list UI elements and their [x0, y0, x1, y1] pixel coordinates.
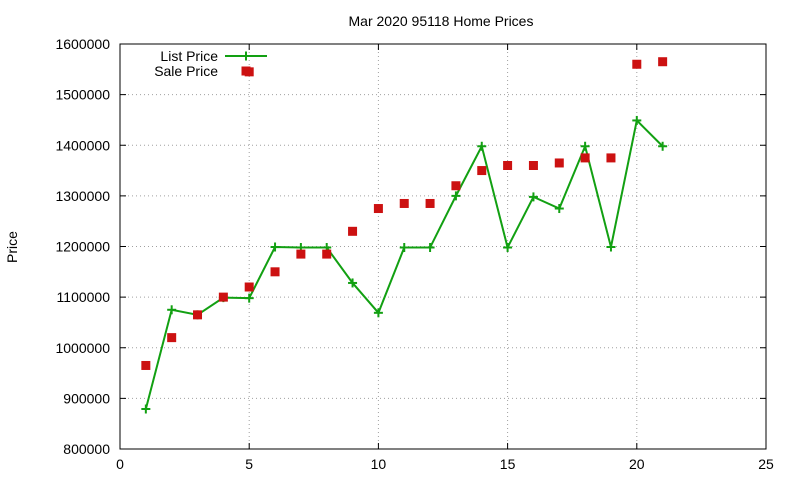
sale-price-point — [606, 153, 616, 163]
list-price-point — [528, 192, 538, 202]
sale-price-point — [167, 333, 177, 343]
sale-price-point — [554, 158, 564, 168]
sale-price-series — [141, 57, 668, 370]
list-price-point — [425, 243, 435, 253]
list-price-point — [270, 242, 280, 252]
x-tick-label: 10 — [371, 456, 387, 472]
y-tick-label: 900000 — [63, 390, 110, 406]
y-tick-label: 1200000 — [55, 239, 110, 255]
y-axis-label: Price — [4, 231, 20, 263]
sale-price-point — [348, 226, 358, 236]
axis-ticks: 0 5 10 15 20 25 800000 900000 1000000 1100000 1200… — [55, 36, 774, 472]
x-tick-label: 20 — [629, 456, 645, 472]
list-price-point — [244, 293, 254, 303]
legend-label-sale-price: Sale Price — [154, 63, 218, 79]
sale-price-point — [218, 292, 228, 302]
sale-price-point — [399, 198, 409, 208]
y-tick-label: 1100000 — [57, 289, 111, 305]
sale-price-point — [451, 181, 461, 191]
chart-title: Mar 2020 95118 Home Prices — [349, 13, 534, 29]
sale-price-point — [322, 249, 332, 259]
sale-price-point — [580, 153, 590, 163]
y-tick-label: 1400000 — [55, 137, 110, 153]
sale-price-point — [632, 59, 642, 69]
legend-key-marker-list-price — [241, 51, 251, 61]
y-tick-label: 800000 — [63, 441, 110, 457]
sale-price-point — [658, 57, 668, 67]
list-price-point — [373, 308, 383, 318]
x-tick-label: 15 — [500, 456, 516, 472]
list-price-point — [632, 115, 642, 125]
plot-series — [141, 57, 668, 414]
sale-price-point — [528, 161, 538, 170]
x-tick-label: 5 — [245, 456, 253, 472]
y-tick-label: 1300000 — [55, 188, 110, 204]
list-price-point — [554, 204, 564, 214]
sale-price-point — [244, 282, 254, 292]
sale-price-point — [270, 267, 280, 277]
x-tick-label: 25 — [758, 456, 774, 472]
list-price-point — [451, 191, 461, 201]
list-price-point — [141, 404, 151, 414]
sale-price-point — [141, 360, 151, 370]
sale-price-point — [373, 204, 383, 214]
sale-price-point — [503, 161, 513, 170]
sale-price-point — [193, 310, 203, 320]
list-price-point — [580, 141, 590, 151]
list-price-point — [167, 305, 177, 315]
sale-price-point — [425, 198, 435, 208]
list-price-point — [399, 243, 409, 253]
y-tick-label: 1600000 — [55, 36, 110, 52]
list-price-line — [144, 118, 664, 410]
list-price-point — [658, 141, 668, 151]
y-tick-label: 1000000 — [55, 340, 110, 356]
list-price-point — [477, 141, 487, 151]
grid — [120, 44, 766, 449]
sale-price-point — [296, 249, 306, 259]
y-tick-label: 1500000 — [55, 87, 110, 103]
list-price-point — [606, 242, 616, 252]
sale-price-point — [477, 166, 487, 176]
legend-label-list-price: List Price — [160, 48, 218, 64]
list-price-point — [348, 278, 358, 288]
x-tick-label: 0 — [116, 456, 124, 472]
legend-key-marker-sale-price — [241, 66, 251, 76]
list-price-point — [503, 243, 513, 253]
